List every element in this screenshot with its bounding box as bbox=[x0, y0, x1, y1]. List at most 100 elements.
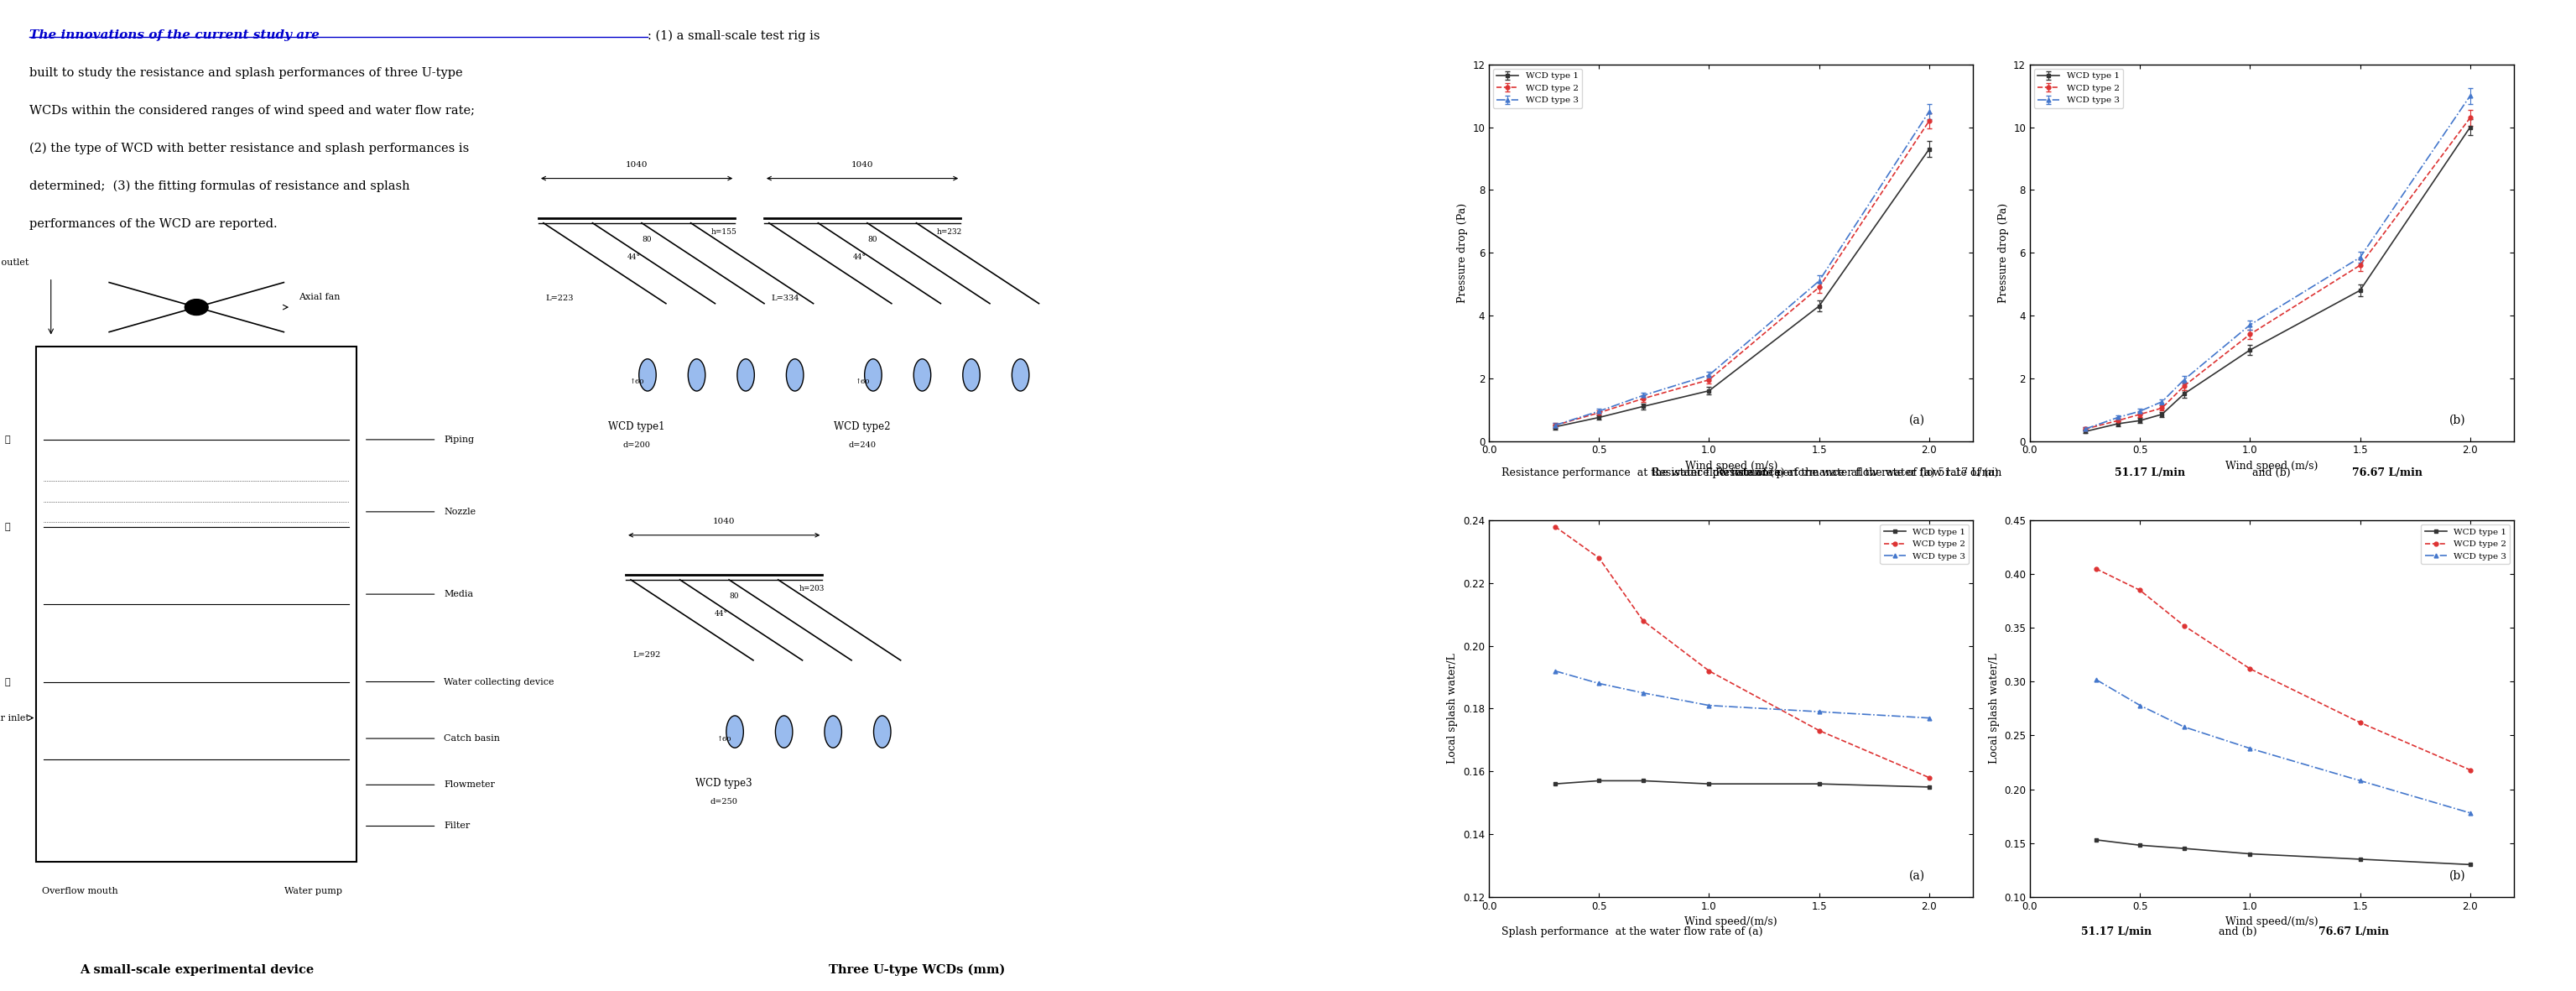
WCD type 1 bbox=[2233, 848, 2264, 860]
Ellipse shape bbox=[824, 716, 842, 748]
Text: Resistance performance  at the water flow rate of (a): Resistance performance at the water flow… bbox=[1502, 468, 1788, 479]
Text: 1040: 1040 bbox=[626, 161, 649, 168]
X-axis label: Wind speed/(m/s): Wind speed/(m/s) bbox=[1685, 917, 1777, 928]
Text: 76.67 L/min: 76.67 L/min bbox=[2318, 927, 2388, 937]
Text: Splash performance  at the water flow rate of (a): Splash performance at the water flow rat… bbox=[1502, 927, 1767, 937]
X-axis label: Wind speed (m/s): Wind speed (m/s) bbox=[1685, 461, 1777, 472]
Ellipse shape bbox=[914, 359, 930, 391]
Text: h=155: h=155 bbox=[711, 229, 737, 236]
Text: The innovations of the current study are: The innovations of the current study are bbox=[28, 30, 319, 42]
WCD type 1 bbox=[1540, 778, 1571, 790]
Text: 1040: 1040 bbox=[714, 517, 734, 525]
WCD type 2 bbox=[1803, 724, 1834, 736]
WCD type 2 bbox=[2169, 619, 2200, 631]
Text: Water collecting device: Water collecting device bbox=[443, 678, 554, 686]
Text: Flowmeter: Flowmeter bbox=[443, 781, 495, 789]
WCD type 3 bbox=[1584, 678, 1615, 690]
WCD type 3 bbox=[2344, 775, 2375, 787]
WCD type 3 bbox=[1914, 712, 1945, 723]
Text: d=200: d=200 bbox=[623, 441, 652, 449]
WCD type 1 bbox=[1914, 781, 1945, 793]
Text: (a): (a) bbox=[1909, 414, 1924, 426]
WCD type 3 bbox=[2081, 674, 2112, 686]
WCD type 1 bbox=[2344, 853, 2375, 865]
Line: WCD type 1: WCD type 1 bbox=[2094, 837, 2473, 866]
WCD type 3 bbox=[2455, 807, 2486, 819]
Text: Three U-type WCDs (mm): Three U-type WCDs (mm) bbox=[829, 964, 1005, 976]
Ellipse shape bbox=[786, 359, 804, 391]
Text: built to study the resistance and splash performances of three U-type: built to study the resistance and splash… bbox=[28, 67, 464, 79]
WCD type 3 bbox=[2169, 720, 2200, 732]
Legend: WCD type 1, WCD type 2, WCD type 3: WCD type 1, WCD type 2, WCD type 3 bbox=[2035, 68, 2123, 108]
Text: L=292: L=292 bbox=[634, 651, 662, 659]
WCD type 2 bbox=[2455, 764, 2486, 776]
Ellipse shape bbox=[866, 359, 881, 391]
WCD type 1 bbox=[2455, 858, 2486, 870]
Y-axis label: Pressure drop (Pa): Pressure drop (Pa) bbox=[1455, 203, 1468, 302]
WCD type 1 bbox=[2125, 839, 2156, 851]
Text: Resistance performance  at the water flow rate of (a) 51.17 L/min: Resistance performance at the water flow… bbox=[1651, 468, 2002, 479]
Legend: WCD type 1, WCD type 2, WCD type 3: WCD type 1, WCD type 2, WCD type 3 bbox=[1880, 524, 1968, 564]
Ellipse shape bbox=[688, 359, 706, 391]
Line: WCD type 1: WCD type 1 bbox=[1553, 779, 1932, 789]
Text: 51.17 L/min: 51.17 L/min bbox=[2081, 927, 2151, 937]
Text: 1040: 1040 bbox=[850, 161, 873, 168]
WCD type 2 bbox=[1692, 665, 1723, 677]
WCD type 3 bbox=[1692, 700, 1723, 712]
Text: determined;  (3) the fitting formulas of resistance and splash: determined; (3) the fitting formulas of … bbox=[28, 180, 410, 192]
WCD type 2 bbox=[2344, 716, 2375, 728]
Ellipse shape bbox=[726, 716, 744, 748]
Legend: WCD type 1, WCD type 2, WCD type 3: WCD type 1, WCD type 2, WCD type 3 bbox=[1494, 68, 1582, 108]
Line: WCD type 3: WCD type 3 bbox=[1553, 669, 1932, 720]
WCD type 1 bbox=[1628, 775, 1659, 787]
Ellipse shape bbox=[873, 716, 891, 748]
Text: (a): (a) bbox=[1909, 870, 1924, 882]
Text: d=240: d=240 bbox=[848, 441, 876, 449]
WCD type 3 bbox=[1540, 665, 1571, 677]
Text: 80: 80 bbox=[641, 236, 652, 243]
Text: and (b): and (b) bbox=[2249, 468, 2293, 479]
Text: Resistance performance  at the water flow rate of (a): Resistance performance at the water flow… bbox=[1716, 468, 2002, 479]
Text: 76.67 L/min: 76.67 L/min bbox=[2352, 468, 2421, 479]
Y-axis label: Pressure drop (Pa): Pressure drop (Pa) bbox=[1996, 203, 2009, 302]
Text: A small-scale experimental device: A small-scale experimental device bbox=[80, 964, 314, 976]
Text: ①: ① bbox=[5, 435, 10, 444]
WCD type 1 bbox=[1692, 778, 1723, 790]
Text: ↑60: ↑60 bbox=[716, 735, 732, 742]
Text: Catch basin: Catch basin bbox=[443, 734, 500, 742]
Text: : (1) a small-scale test rig is: : (1) a small-scale test rig is bbox=[647, 30, 819, 42]
Text: WCDs within the considered ranges of wind speed and water flow rate;: WCDs within the considered ranges of win… bbox=[28, 105, 474, 117]
Text: 44°: 44° bbox=[626, 254, 641, 261]
Text: WCD type1: WCD type1 bbox=[608, 421, 665, 432]
Ellipse shape bbox=[737, 359, 755, 391]
Text: and (b): and (b) bbox=[2215, 927, 2259, 937]
Text: 51.17 L/min: 51.17 L/min bbox=[2115, 468, 2184, 479]
Line: WCD type 2: WCD type 2 bbox=[1553, 524, 1932, 780]
Text: 80: 80 bbox=[729, 593, 739, 600]
Text: (b): (b) bbox=[2450, 870, 2465, 882]
Text: (2) the type of WCD with better resistance and splash performances is: (2) the type of WCD with better resistan… bbox=[28, 143, 469, 155]
Text: Nozzle: Nozzle bbox=[443, 507, 477, 516]
Text: L=223: L=223 bbox=[546, 294, 574, 302]
Text: Piping: Piping bbox=[443, 435, 474, 444]
WCD type 1 bbox=[1584, 775, 1615, 787]
WCD type 3 bbox=[1803, 706, 1834, 717]
WCD type 2 bbox=[1914, 772, 1945, 784]
WCD type 2 bbox=[1628, 614, 1659, 626]
Circle shape bbox=[185, 299, 209, 315]
Text: performances of the WCD are reported.: performances of the WCD are reported. bbox=[28, 218, 278, 230]
Y-axis label: Local splash water/L: Local splash water/L bbox=[1448, 653, 1458, 764]
Text: 44°: 44° bbox=[714, 610, 726, 617]
WCD type 3 bbox=[2125, 700, 2156, 712]
WCD type 2 bbox=[1584, 552, 1615, 564]
Text: Media: Media bbox=[443, 590, 474, 599]
Text: WCD type2: WCD type2 bbox=[835, 421, 891, 432]
WCD type 1 bbox=[2081, 833, 2112, 845]
Text: Water pump: Water pump bbox=[283, 887, 343, 895]
Text: ②: ② bbox=[5, 523, 10, 531]
WCD type 2 bbox=[1540, 520, 1571, 532]
X-axis label: Wind speed (m/s): Wind speed (m/s) bbox=[2226, 461, 2318, 472]
Text: ↑60: ↑60 bbox=[855, 379, 871, 385]
WCD type 3 bbox=[2233, 742, 2264, 754]
Text: h=232: h=232 bbox=[938, 229, 963, 236]
